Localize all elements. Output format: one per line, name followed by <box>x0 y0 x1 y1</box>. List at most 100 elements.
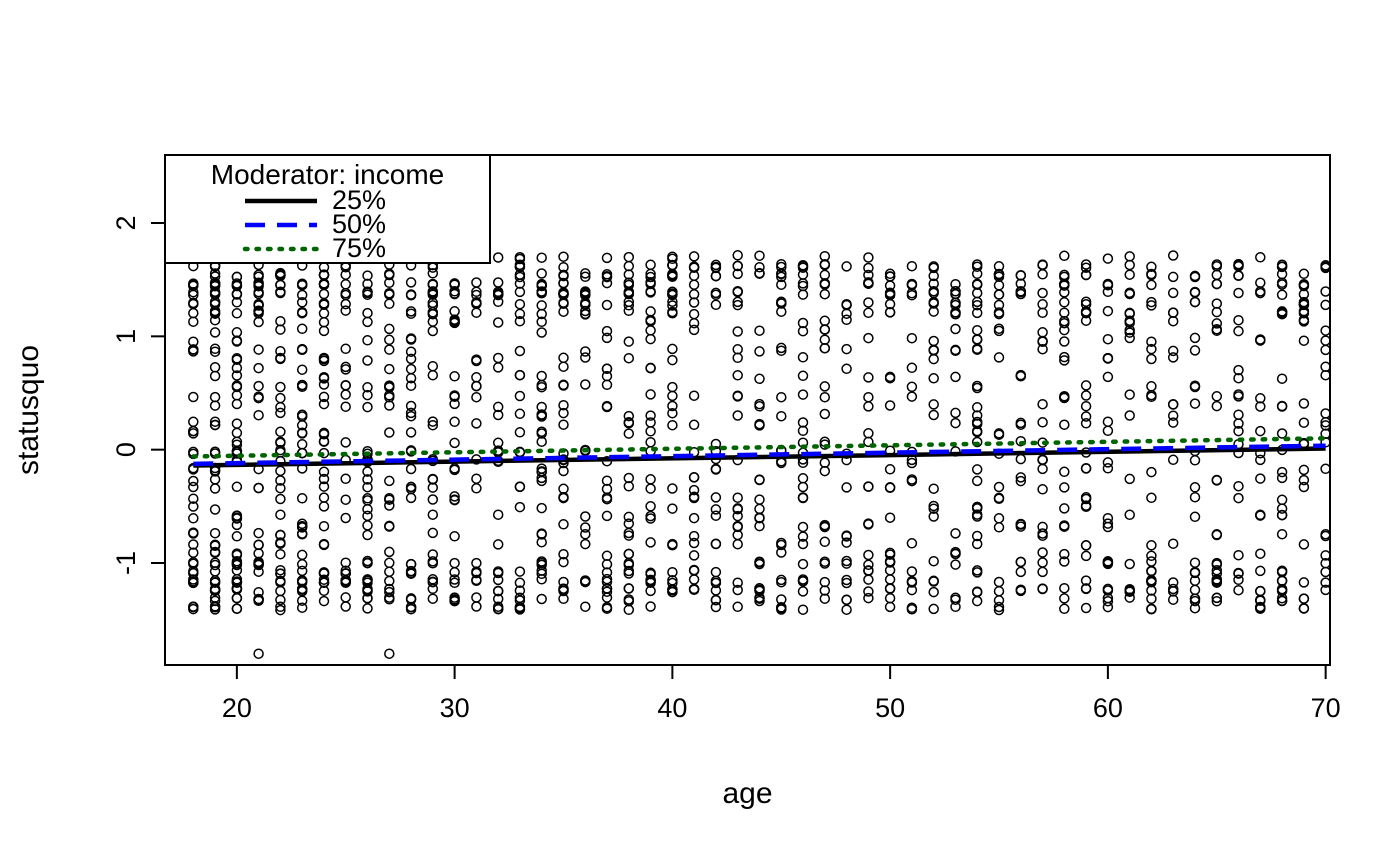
data-point <box>688 537 700 549</box>
data-point <box>623 251 635 263</box>
data-point <box>231 557 243 569</box>
data-point <box>188 416 199 428</box>
data-point <box>1211 278 1223 290</box>
data-point <box>1298 288 1310 300</box>
data-point <box>928 399 939 410</box>
data-point <box>536 475 547 487</box>
data-point <box>471 473 482 484</box>
data-point <box>1080 602 1092 614</box>
data-point <box>928 335 939 347</box>
data-point <box>253 539 264 551</box>
data-point <box>841 537 852 548</box>
data-point <box>884 583 896 594</box>
data-point <box>993 268 1005 280</box>
data-point <box>492 601 504 612</box>
data-point <box>971 287 983 299</box>
data-point <box>1233 409 1244 420</box>
data-point <box>1189 511 1201 523</box>
data-point <box>1080 493 1092 505</box>
data-point <box>1233 389 1244 400</box>
data-point <box>362 401 373 413</box>
data-point <box>340 592 351 603</box>
data-point <box>1233 372 1244 384</box>
data-point <box>863 269 874 281</box>
data-point <box>296 409 308 421</box>
data-point <box>1255 548 1266 559</box>
data-point <box>405 593 417 604</box>
data-point <box>1059 355 1070 366</box>
data-point <box>601 603 613 614</box>
data-point <box>776 279 787 290</box>
data-point <box>754 268 765 279</box>
data-point <box>1015 475 1027 487</box>
data-point <box>601 252 613 264</box>
data-point <box>231 519 243 531</box>
data-point <box>1015 453 1027 465</box>
data-point <box>971 324 983 336</box>
data-point <box>209 307 221 318</box>
data-point <box>362 529 373 541</box>
data-point <box>558 278 569 289</box>
data-point <box>253 316 264 328</box>
data-point <box>188 568 199 579</box>
data-point <box>971 503 983 514</box>
data-point <box>209 527 221 539</box>
data-point <box>384 427 395 438</box>
data-point <box>993 601 1005 613</box>
data-point <box>1124 584 1135 596</box>
data-point <box>209 327 221 338</box>
data-point <box>1255 286 1266 297</box>
data-point <box>340 437 351 448</box>
data-point <box>1189 380 1201 391</box>
data-point <box>536 593 547 605</box>
data-point <box>1320 408 1331 419</box>
data-point <box>1255 401 1266 412</box>
data-point <box>841 343 852 355</box>
data-point <box>1167 454 1179 466</box>
data-point <box>819 465 831 477</box>
data-point <box>1059 419 1070 430</box>
data-point <box>1189 455 1201 466</box>
data-point <box>667 419 678 431</box>
data-point <box>1276 307 1288 319</box>
data-point <box>797 289 809 300</box>
data-point <box>1233 364 1244 376</box>
data-point <box>536 268 547 279</box>
data-point <box>1255 425 1266 437</box>
data-point <box>362 474 373 485</box>
data-point <box>1102 333 1114 345</box>
data-point <box>1276 509 1288 521</box>
data-point <box>688 324 700 336</box>
data-point <box>536 557 547 569</box>
data-point <box>863 307 874 319</box>
data-point <box>1102 463 1114 474</box>
data-point <box>188 481 199 493</box>
data-point <box>1276 592 1288 604</box>
data-point <box>209 585 221 596</box>
data-point <box>1298 314 1310 326</box>
data-point <box>623 559 635 571</box>
data-point <box>1255 393 1266 404</box>
data-point <box>1015 270 1027 281</box>
data-point <box>580 522 591 533</box>
data-point <box>1146 296 1157 308</box>
data-point <box>405 410 417 422</box>
x-tick-label: 40 <box>657 693 687 723</box>
data-point <box>841 299 852 311</box>
data-point <box>906 577 918 588</box>
data-point <box>1189 602 1201 614</box>
data-point <box>427 325 439 337</box>
data-point <box>492 289 504 300</box>
data-point <box>667 286 678 298</box>
data-point <box>536 252 547 263</box>
data-point <box>841 363 852 375</box>
data-point <box>275 604 286 616</box>
data-point <box>1298 417 1310 428</box>
data-point <box>1059 521 1070 532</box>
data-point <box>405 492 417 504</box>
data-point <box>688 584 700 595</box>
data-point <box>1276 279 1288 290</box>
data-point <box>710 261 722 273</box>
